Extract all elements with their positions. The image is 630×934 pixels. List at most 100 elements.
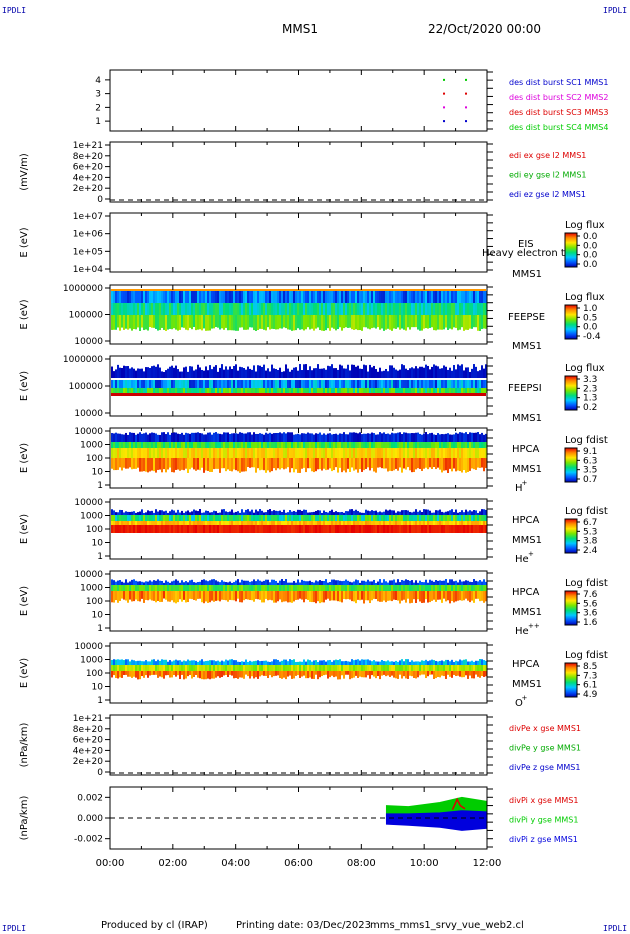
spectrogram-cell: [229, 515, 231, 521]
spectrogram-cell: [197, 665, 199, 671]
spectrogram-cell: [309, 591, 311, 602]
spectrogram-cell: [375, 291, 377, 303]
spectrogram-cell: [219, 665, 221, 671]
spectrogram-cell: [185, 581, 187, 585]
spectrogram-cell: [231, 525, 233, 533]
spectrogram-cell: [193, 660, 195, 665]
spectrogram-cell: [439, 521, 441, 525]
spectrogram-cell: [239, 448, 241, 458]
spectrogram-cell: [357, 665, 359, 671]
y-tick-label: 100: [86, 597, 103, 607]
spectrogram-cell: [417, 591, 419, 600]
spectrogram-cell: [301, 510, 303, 515]
spectrogram-cell: [483, 303, 485, 315]
spectrogram-cell: [183, 515, 185, 521]
spectrogram-cell: [431, 303, 433, 315]
spectrogram-cell: [329, 448, 331, 458]
spectrogram-cell: [419, 521, 421, 525]
spectrogram-cell: [177, 665, 179, 671]
spectrogram-cell: [429, 665, 431, 671]
spectrogram-cell: [403, 291, 405, 303]
spectrogram-cell: [319, 521, 321, 525]
spectrogram-cell: [425, 303, 427, 315]
spectrogram-cell: [153, 442, 155, 448]
spectrogram-cell: [363, 591, 365, 604]
spectrogram-cell: [319, 515, 321, 521]
spectrogram-cell: [419, 585, 421, 591]
spectrogram-cell: [239, 661, 241, 665]
spectrogram-cell: [249, 660, 251, 665]
spectrogram-cell: [483, 434, 485, 442]
spectrogram-cell: [275, 303, 277, 315]
spectrogram-cell: [353, 291, 355, 303]
spectrogram-cell: [369, 581, 371, 585]
spectrogram-cell: [191, 511, 193, 515]
y-tick-label: 100000: [69, 311, 104, 321]
spectrogram-cell: [297, 303, 299, 315]
spectrogram-cell: [125, 442, 127, 448]
spectrogram-cell: [395, 315, 397, 329]
spectrogram-cell: [149, 291, 151, 303]
spectrogram-cell: [195, 665, 197, 671]
spectrogram-cell: [119, 433, 121, 442]
spectrogram-cell: [407, 515, 409, 521]
spectrogram-cell: [169, 303, 171, 315]
spectrogram-cell: [401, 364, 403, 378]
spectrogram-cell: [217, 515, 219, 521]
spectrogram-cell: [449, 510, 451, 515]
spectrogram-cell: [309, 303, 311, 315]
legend-entry: des dist burst SC3 MMS3: [509, 108, 608, 117]
spectrogram-cell: [369, 442, 371, 448]
spectrogram-cell: [251, 458, 253, 468]
spectrogram-cell: [453, 434, 455, 442]
spectrogram-cell: [311, 581, 313, 585]
spectrogram-cell: [471, 303, 473, 315]
spectrogram-cell: [363, 512, 365, 515]
spectrogram-cell: [367, 442, 369, 448]
spectrogram-cell: [127, 366, 129, 378]
spectrogram-cell: [155, 448, 157, 458]
spectrogram-cell: [453, 442, 455, 448]
spectrogram-cell: [339, 442, 341, 448]
spectrogram-cell: [199, 525, 201, 533]
y-tick-label: 2: [95, 103, 101, 113]
spectrogram-cell: [435, 510, 437, 515]
spectrogram-cell: [431, 388, 433, 393]
spectrogram-cell: [201, 525, 203, 533]
spectrogram-cell: [411, 521, 413, 525]
spectrogram-cell: [227, 448, 229, 458]
spectrogram-cell: [229, 442, 231, 448]
spectrogram-cell: [259, 671, 261, 677]
spectrogram-cell: [445, 511, 447, 515]
spectrogram-cell: [447, 380, 449, 388]
spectrogram-cell: [377, 448, 379, 458]
spectrogram-cell: [111, 303, 113, 315]
spectrogram-cell: [255, 380, 257, 388]
spectrogram-cell: [177, 369, 179, 378]
spectrogram-cell: [277, 315, 279, 330]
spectrogram-cell: [167, 525, 169, 533]
spectrogram-cell: [293, 315, 295, 331]
spectrogram-cell: [307, 512, 309, 515]
spectrogram-cell: [343, 591, 345, 600]
spectrogram-cell: [365, 388, 367, 393]
spectrogram-cell: [337, 388, 339, 393]
spectrogram-cell: [409, 368, 411, 378]
spectrogram-cell: [243, 448, 245, 458]
spectrogram-cell: [339, 515, 341, 521]
spectrogram-cell: [481, 448, 483, 458]
spectrogram-cell: [327, 660, 329, 665]
spectrogram-cell: [141, 291, 143, 303]
spectrogram-cell: [179, 660, 181, 665]
spectrogram-cell: [355, 432, 357, 442]
spectrogram-cell: [485, 388, 487, 393]
spectrogram-cell: [233, 291, 235, 303]
spectrogram-cell: [471, 671, 473, 679]
spectrogram-cell: [359, 671, 361, 677]
spectrogram-cell: [319, 303, 321, 315]
spectrogram-cell: [441, 515, 443, 521]
spectrogram-cell: [273, 368, 275, 378]
spectrogram-cell: [351, 671, 353, 679]
spectrogram-cell: [455, 515, 457, 521]
